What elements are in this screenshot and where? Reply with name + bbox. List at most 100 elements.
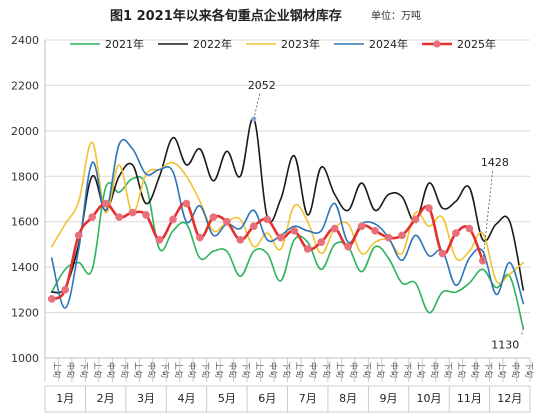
data-point-2025 xyxy=(438,249,447,258)
month-label: 8月 xyxy=(339,392,357,405)
series-line-2021 xyxy=(50,175,525,330)
data-point-2025 xyxy=(209,213,218,222)
x-period-label: 中旬 xyxy=(228,362,238,378)
data-point-2025 xyxy=(452,229,460,237)
x-period-label: 中旬 xyxy=(511,362,521,378)
data-point-2025 xyxy=(425,204,433,212)
data-point-2025 xyxy=(411,215,420,224)
data-point-2025 xyxy=(142,211,150,219)
series-line-2024 xyxy=(50,138,525,309)
x-period-label: 中旬 xyxy=(430,362,440,378)
y-tick-label: 1200 xyxy=(11,307,39,320)
x-period-label: 下旬 xyxy=(484,362,494,378)
y-tick-label: 2000 xyxy=(11,125,39,138)
month-label: 2月 xyxy=(97,392,115,405)
data-point-2025 xyxy=(357,222,366,231)
data-point-2025 xyxy=(169,215,177,224)
data-point-2025 xyxy=(303,245,312,253)
data-point-2025 xyxy=(223,217,231,226)
x-period-label: 中旬 xyxy=(107,362,117,378)
annotation-label: 1130 xyxy=(491,338,519,351)
x-period-label: 上旬 xyxy=(497,362,507,378)
data-point-2025 xyxy=(88,213,97,222)
month-label: 1月 xyxy=(56,392,74,405)
x-period-label: 上旬 xyxy=(214,362,224,378)
data-point-2025 xyxy=(290,226,299,235)
x-period-label: 下旬 xyxy=(363,362,373,378)
data-point-2025 xyxy=(371,226,379,235)
legend-label-2021: 2021年 xyxy=(105,37,144,51)
data-point-2025 xyxy=(263,215,272,224)
data-point-2025 xyxy=(465,224,474,233)
month-label: 3月 xyxy=(137,392,155,405)
month-label: 6月 xyxy=(258,392,276,405)
x-period-label: 中旬 xyxy=(66,362,76,378)
month-label: 7月 xyxy=(299,392,317,405)
x-period-label: 中旬 xyxy=(390,362,400,378)
data-point-2025 xyxy=(155,236,164,244)
annotations: 2052 1428 1130 xyxy=(248,79,524,351)
grid-lines xyxy=(45,39,530,359)
legend-label-2023: 2023年 xyxy=(281,37,320,51)
data-point-2025 xyxy=(398,231,406,240)
month-label: 9月 xyxy=(380,392,398,405)
month-label: 4月 xyxy=(177,392,195,405)
legend-label-2022: 2022年 xyxy=(193,37,232,51)
x-period-label: 下旬 xyxy=(282,362,292,378)
annotation-leader xyxy=(482,168,494,261)
x-period-label: 下旬 xyxy=(161,362,171,378)
y-tick-label: 2400 xyxy=(11,34,39,47)
data-point-2025 xyxy=(196,233,204,242)
y-tick-label: 2200 xyxy=(11,79,39,92)
data-point-2025 xyxy=(74,231,83,240)
x-period-label: 中旬 xyxy=(147,362,157,378)
x-period-label: 下旬 xyxy=(524,362,534,378)
x-period-label: 上旬 xyxy=(295,362,305,378)
x-period-label: 下旬 xyxy=(80,362,90,378)
y-tick-label: 1400 xyxy=(11,261,39,274)
x-period-label: 中旬 xyxy=(268,362,278,378)
annotation-leader xyxy=(520,328,524,337)
chart-title: 图1 2021年以来各旬重点企业钢材库存 xyxy=(110,8,342,24)
series-line-2022 xyxy=(50,118,525,294)
legend: 2021年 2022年 2023年 2024年 2025年 xyxy=(70,37,496,51)
y-tick-label: 1600 xyxy=(11,216,39,229)
x-period-label: 上旬 xyxy=(53,362,63,378)
x-period-label: 上旬 xyxy=(255,362,265,378)
x-period-label: 下旬 xyxy=(403,362,413,378)
data-point-2025 xyxy=(330,224,339,233)
data-point-2025 xyxy=(182,199,191,208)
data-point-2025 xyxy=(344,242,352,251)
legend-label-2025: 2025年 xyxy=(457,37,496,51)
x-period-label: 下旬 xyxy=(443,362,453,378)
x-period-label: 中旬 xyxy=(309,362,319,378)
unit-label: 单位：万吨 xyxy=(371,9,421,22)
x-period-label: 中旬 xyxy=(187,362,197,378)
month-label: 12月 xyxy=(497,392,522,405)
y-tick-label: 1800 xyxy=(11,170,39,183)
data-point-2025 xyxy=(115,213,123,222)
x-period-label: 上旬 xyxy=(93,362,103,378)
data-point-2025 xyxy=(249,222,258,231)
annotation-label: 1428 xyxy=(481,156,509,169)
x-period-label: 上旬 xyxy=(134,362,144,378)
month-label: 5月 xyxy=(218,392,236,405)
x-period-label: 下旬 xyxy=(241,362,251,378)
x-period-label: 上旬 xyxy=(376,362,386,378)
series-lines xyxy=(47,118,525,330)
data-point-2025 xyxy=(317,238,326,247)
legend-label-2024: 2024年 xyxy=(369,37,408,51)
month-label: 11月 xyxy=(457,392,482,405)
data-point-2025 xyxy=(236,236,245,244)
data-point-2025 xyxy=(276,233,285,242)
data-point-2025 xyxy=(101,199,110,208)
data-point-2025 xyxy=(128,208,137,217)
x-period-label: 中旬 xyxy=(349,362,359,378)
x-period-label: 上旬 xyxy=(416,362,426,378)
x-period-label: 下旬 xyxy=(201,362,211,378)
x-period-label: 中旬 xyxy=(470,362,480,378)
legend-marker-2025 xyxy=(433,40,441,48)
x-period-label: 上旬 xyxy=(457,362,467,378)
x-period-label: 下旬 xyxy=(120,362,130,378)
